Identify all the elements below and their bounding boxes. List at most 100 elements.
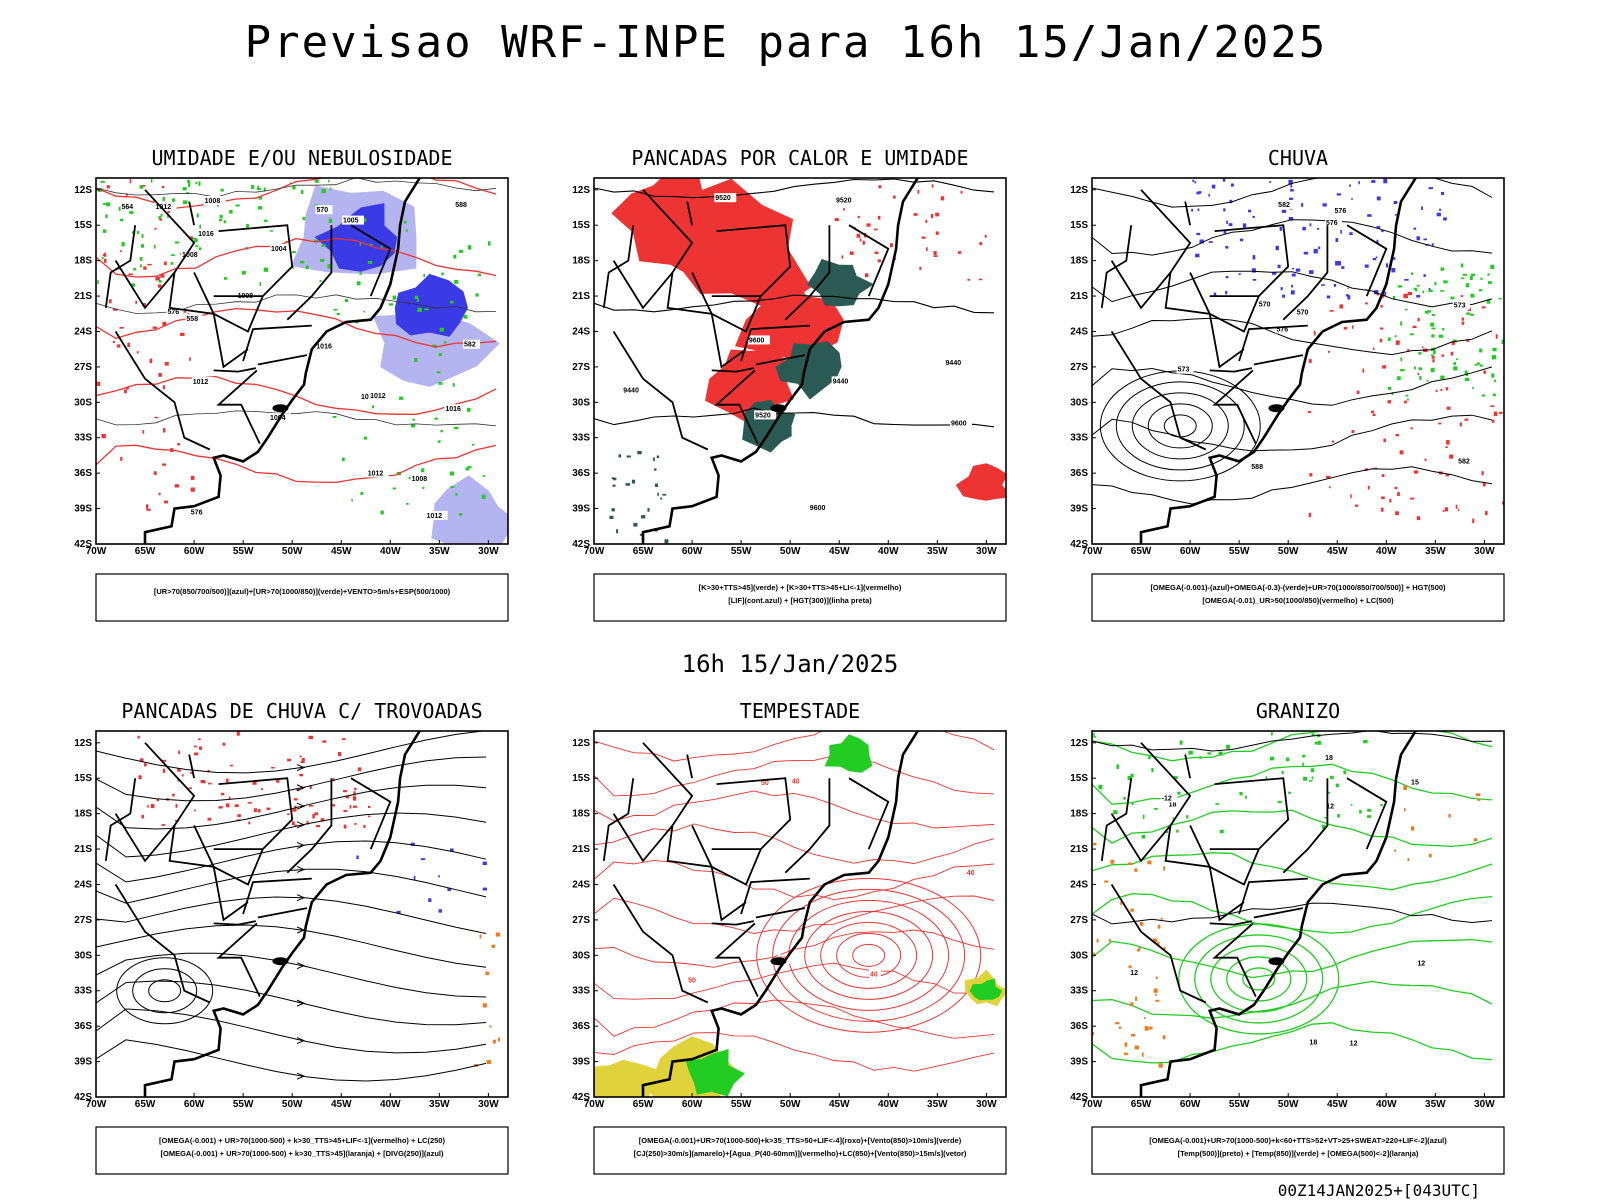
thickness-contour-dash bbox=[180, 332, 185, 336]
temp850-speckle bbox=[1127, 776, 1132, 781]
divergence-blue-dot bbox=[450, 848, 454, 852]
humidity-low-levels bbox=[183, 200, 188, 205]
omega-blue-area bbox=[1223, 230, 1227, 234]
rain-red-area bbox=[1416, 516, 1421, 521]
state-border bbox=[848, 224, 890, 297]
humidity-low-levels bbox=[121, 242, 125, 247]
thickness-contour-dash bbox=[149, 358, 153, 363]
state-border bbox=[848, 777, 890, 850]
humidity-low-levels bbox=[406, 503, 409, 505]
state-border bbox=[1346, 777, 1388, 850]
humidity-low-levels bbox=[198, 181, 201, 186]
thunderstorm-red-area bbox=[175, 803, 178, 808]
state-border bbox=[755, 354, 806, 366]
omega-blue-area bbox=[1248, 209, 1252, 213]
rain-red-area bbox=[1395, 340, 1400, 345]
thunderstorm-red-area bbox=[228, 796, 231, 800]
contour-label: 1016 bbox=[198, 231, 214, 238]
legend-box: [OMEGA(-0.001)+UR>70(1000-500)+k<60+TTS>… bbox=[1091, 1126, 1505, 1175]
omega500-orange bbox=[1158, 1063, 1163, 1068]
state-border bbox=[1189, 825, 1260, 886]
lon-tick-label: 45W bbox=[829, 546, 850, 557]
humidity-low-levels bbox=[269, 230, 274, 232]
contour-label-bg bbox=[120, 202, 138, 212]
humidity-low-levels bbox=[133, 267, 136, 271]
humidity-low-levels bbox=[467, 245, 472, 250]
contour-label: 1012 bbox=[368, 470, 384, 477]
omega-green-area bbox=[1392, 296, 1396, 300]
rain-red-area bbox=[1397, 492, 1400, 496]
state-border bbox=[1184, 754, 1191, 779]
omega500-orange bbox=[1115, 1022, 1120, 1025]
lat-tick-label: 30S bbox=[74, 397, 92, 408]
humidity-low-levels bbox=[187, 179, 190, 184]
omega-green-area bbox=[1491, 373, 1495, 378]
omega-blue-area bbox=[1326, 295, 1331, 299]
thunderstorm-red-area bbox=[287, 758, 292, 762]
hgt500-contour bbox=[1092, 270, 1493, 308]
panel-pancadas-calor: PANCADAS POR CALOR E UMIDADE960095209600… bbox=[572, 146, 1007, 622]
humidity-low-levels bbox=[139, 185, 144, 189]
omega500-orange bbox=[1124, 1042, 1128, 1047]
lon-tick-label: 60W bbox=[184, 546, 205, 557]
lat-tick-label: 18S bbox=[1070, 809, 1088, 820]
state-border bbox=[1209, 920, 1253, 926]
thickness-contour-dash bbox=[106, 185, 110, 189]
temp850-speckle bbox=[1188, 750, 1193, 755]
state-border bbox=[213, 777, 294, 850]
lc850-streamline bbox=[594, 790, 995, 829]
contour-label-bg bbox=[965, 867, 978, 877]
temp850-speckle bbox=[1367, 808, 1372, 812]
streamline-arrow bbox=[296, 999, 306, 1007]
state-border bbox=[1209, 777, 1290, 850]
contour-label: 564 bbox=[121, 204, 133, 211]
omega-blue-area bbox=[1404, 278, 1409, 281]
humidity-low-levels bbox=[403, 221, 407, 224]
thunderstorm-red-area bbox=[363, 824, 366, 829]
orange-area bbox=[497, 1037, 500, 1042]
convection-speckle bbox=[859, 238, 862, 242]
state-border bbox=[114, 331, 211, 451]
omega-blue-area bbox=[1208, 241, 1213, 243]
lon-tick-label: 70W bbox=[86, 546, 107, 557]
rain-red-area bbox=[1387, 400, 1392, 404]
omega-green-area bbox=[1409, 333, 1414, 336]
thunderstorm-red-area bbox=[338, 752, 342, 757]
thunderstorm-red-area bbox=[299, 755, 302, 758]
lat-tick-label: 36S bbox=[74, 468, 92, 479]
omega-blue-area bbox=[1391, 268, 1396, 273]
divergence-blue-dot bbox=[410, 842, 415, 846]
lon-tick-label: 65W bbox=[633, 1099, 654, 1110]
streamline bbox=[96, 952, 487, 998]
state-border bbox=[1110, 742, 1192, 863]
omega500-orange bbox=[1092, 1032, 1095, 1036]
lat-tick-label: 42S bbox=[572, 1092, 590, 1103]
humidity-low-levels bbox=[160, 213, 163, 217]
contour-label: 9440 bbox=[946, 360, 962, 367]
contour-label: 9520 bbox=[755, 412, 771, 419]
rain-red-area bbox=[1339, 304, 1344, 309]
streamline-vortex bbox=[132, 968, 198, 1014]
lat-tick-label: 33S bbox=[1070, 433, 1088, 444]
omega-blue-area bbox=[1277, 264, 1281, 269]
thunderstorm-red-area bbox=[141, 814, 144, 819]
rain-red-area bbox=[1404, 400, 1407, 404]
thickness-contour-dash bbox=[129, 179, 132, 184]
legend-frame bbox=[95, 1126, 509, 1175]
contour-label: 1016 bbox=[316, 343, 332, 350]
omega-green-area bbox=[1428, 289, 1433, 292]
contour-label: 1008 bbox=[182, 252, 198, 259]
convection-speckle bbox=[957, 251, 962, 254]
contour-label-bg bbox=[1176, 364, 1194, 374]
convection-speckle bbox=[654, 468, 657, 471]
humidity-low-levels bbox=[263, 187, 266, 192]
omega-blue-area bbox=[1197, 208, 1200, 211]
lat-tick-label: 24S bbox=[74, 326, 92, 337]
map-content: 1008100810121005101210041004101210121016… bbox=[96, 178, 508, 544]
temp850-loop bbox=[1242, 967, 1276, 991]
lon-tick-label: 40W bbox=[878, 546, 899, 557]
map-border bbox=[1091, 730, 1505, 1098]
omega-green-area bbox=[1424, 310, 1429, 314]
omega-green-area bbox=[1453, 362, 1456, 365]
humidity-low-levels bbox=[380, 510, 384, 515]
